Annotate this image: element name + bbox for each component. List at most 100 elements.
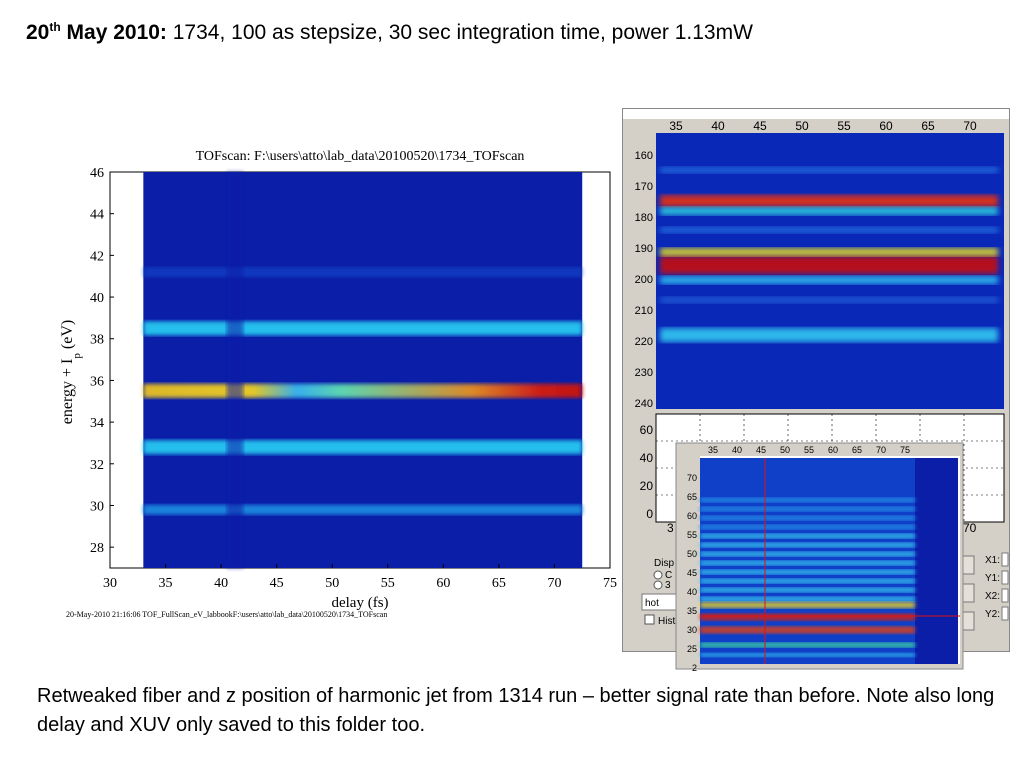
cursor-readout-label: X1: bbox=[985, 555, 1000, 566]
raw-x-tick: 40 bbox=[711, 119, 725, 133]
y-tick-label: 36 bbox=[90, 374, 104, 389]
inset-x-ticks: 35 40 45 50 55 60 65 70 75 bbox=[708, 445, 910, 455]
raw-band-1 bbox=[660, 207, 998, 215]
cursor-readout-field[interactable] bbox=[1001, 588, 1009, 603]
y-tick-label: 38 bbox=[90, 333, 104, 348]
profile-y-tick: 40 bbox=[640, 451, 654, 465]
inset-band-2 bbox=[700, 515, 915, 521]
x-tick-label: 35 bbox=[159, 576, 173, 591]
inset-band-5 bbox=[700, 542, 915, 548]
inset-band-3 bbox=[700, 524, 915, 530]
inset-x-tick: 65 bbox=[852, 445, 862, 455]
raw-x-tick: 70 bbox=[963, 119, 977, 133]
heatmap-image bbox=[143, 172, 583, 568]
raw-y-tick: 240 bbox=[635, 398, 653, 410]
energy-band-2 bbox=[143, 440, 583, 455]
raw-x-tick: 50 bbox=[795, 119, 809, 133]
profile-y-tick: 20 bbox=[640, 479, 654, 493]
inset-x-tick: 75 bbox=[900, 445, 910, 455]
cursor-readout-label: X2: bbox=[985, 591, 1000, 602]
radio-3-label: 3 bbox=[665, 580, 671, 591]
inset-y-tick: 2 bbox=[692, 663, 697, 673]
inset-band-14 bbox=[700, 626, 915, 634]
raw-x-tick: 45 bbox=[753, 119, 767, 133]
raw-band-2 bbox=[660, 256, 998, 274]
inset-band-6 bbox=[700, 551, 915, 557]
inset-band-10 bbox=[700, 587, 915, 593]
inset-y-tick: 45 bbox=[687, 568, 697, 578]
raw-scan-x-ticks: 35 40 45 50 55 60 65 70 bbox=[669, 119, 977, 133]
x-axis-label: delay (fs) bbox=[331, 595, 388, 611]
heatmap-background bbox=[143, 172, 583, 568]
y-tick-label: 28 bbox=[90, 541, 104, 556]
raw-x-tick: 65 bbox=[921, 119, 935, 133]
cursor-readout-field[interactable] bbox=[1001, 606, 1009, 621]
y-tick-label: 44 bbox=[90, 208, 104, 223]
raw-band-4 bbox=[660, 276, 998, 284]
radio-c[interactable] bbox=[653, 570, 663, 580]
inset-heatmap bbox=[700, 458, 960, 664]
inset-band-0 bbox=[700, 497, 915, 503]
inset-y-tick: 50 bbox=[687, 549, 697, 559]
raw-y-tick: 210 bbox=[635, 305, 653, 317]
raw-y-tick: 180 bbox=[635, 212, 653, 224]
profile-y-tick: 0 bbox=[646, 507, 653, 521]
radio-c-label: C bbox=[665, 570, 672, 581]
inset-band-12 bbox=[700, 602, 915, 608]
x-tick-labels: 30 35 40 45 50 55 60 65 70 75 bbox=[103, 564, 617, 591]
y-tick-label: 40 bbox=[90, 291, 104, 306]
y-tick-label: 32 bbox=[90, 458, 104, 473]
inset-y-ticks: 70 65 60 55 50 45 40 35 30 25 2 bbox=[687, 473, 697, 673]
inset-band-9 bbox=[700, 578, 915, 584]
raw-y-tick: 200 bbox=[635, 274, 653, 286]
x-tick-label: 60 bbox=[436, 576, 450, 591]
inset-x-tick: 50 bbox=[780, 445, 790, 455]
y-tick-label: 34 bbox=[90, 416, 104, 431]
raw-x-tick: 55 bbox=[837, 119, 851, 133]
svg-text:energy + Ip(eV): energy + Ip(eV) bbox=[59, 320, 83, 424]
radio-3[interactable] bbox=[653, 580, 663, 590]
inset-x-tick: 55 bbox=[804, 445, 814, 455]
raw-y-tick: 170 bbox=[635, 181, 653, 193]
x-tick-label: 50 bbox=[325, 576, 339, 591]
y-tick-label: 30 bbox=[90, 499, 104, 514]
inset-x-tick: 35 bbox=[708, 445, 718, 455]
cursor-readout-field[interactable] bbox=[1001, 570, 1009, 585]
inset-x-tick: 45 bbox=[756, 445, 766, 455]
energy-band-0 bbox=[143, 383, 583, 398]
inset-y-tick: 55 bbox=[687, 530, 697, 540]
profile-x-tick-right: 70 bbox=[963, 521, 977, 535]
raw-x-tick: 35 bbox=[669, 119, 683, 133]
window-titlebar bbox=[623, 109, 1009, 119]
hist-label: Hist bbox=[658, 616, 675, 627]
colormap-value: hot bbox=[645, 598, 659, 609]
inset-band-11 bbox=[700, 596, 915, 602]
profile-y-tick: 60 bbox=[640, 423, 654, 437]
x-tick-label: 65 bbox=[492, 576, 506, 591]
raw-band-5 bbox=[660, 328, 998, 342]
raw-band-3 bbox=[660, 248, 998, 256]
inset-y-tick: 60 bbox=[687, 511, 697, 521]
cursor-readouts: X1: Y1: X2: Y2: bbox=[985, 552, 1009, 621]
inset-y-tick: 35 bbox=[687, 606, 697, 616]
hist-checkbox[interactable] bbox=[644, 614, 655, 625]
raw-y-tick: 190 bbox=[635, 243, 653, 255]
inset-y-tick: 40 bbox=[687, 587, 697, 597]
energy-band-1 bbox=[143, 321, 583, 336]
profile-y-ticks: 60 40 20 0 bbox=[640, 423, 654, 521]
cursor-readout-label: Y2: bbox=[985, 609, 1000, 620]
inset-band-16 bbox=[700, 653, 915, 657]
x-tick-label: 70 bbox=[547, 576, 561, 591]
delay-gap bbox=[226, 172, 244, 568]
y-tick-labels: 28 30 32 34 36 38 40 42 44 46 bbox=[90, 166, 114, 556]
inset-x-tick: 70 bbox=[876, 445, 886, 455]
x-tick-label: 75 bbox=[603, 576, 617, 591]
raw-y-tick: 220 bbox=[635, 336, 653, 348]
inset-band-1 bbox=[700, 506, 915, 512]
x-tick-label: 45 bbox=[270, 576, 284, 591]
cursor-readout-field[interactable] bbox=[1001, 552, 1009, 567]
inset-x-tick: 60 bbox=[828, 445, 838, 455]
raw-x-tick: 60 bbox=[879, 119, 893, 133]
raw-scan-heatmap bbox=[656, 133, 1004, 409]
